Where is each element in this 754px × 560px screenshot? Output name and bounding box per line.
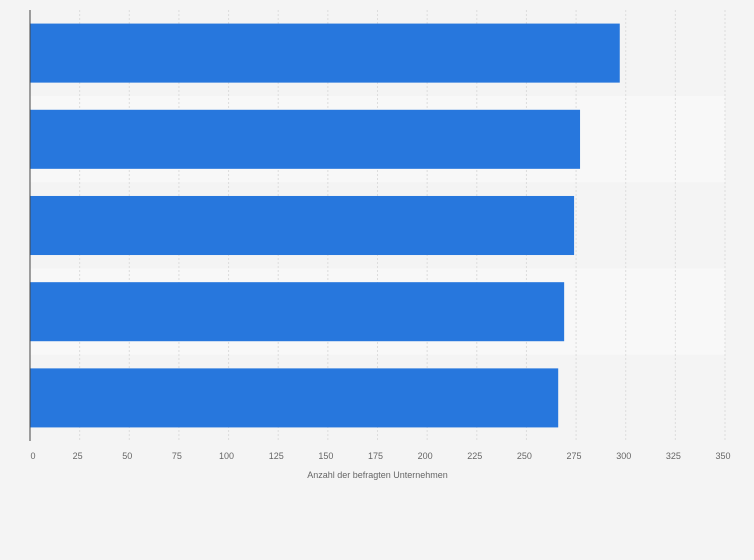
bar (30, 109, 581, 169)
bar (30, 282, 565, 342)
x-tick-label: 275 (567, 451, 582, 461)
bars (30, 23, 620, 428)
bar (30, 195, 575, 256)
x-tick-label: 175 (368, 451, 383, 461)
x-tick-label: 225 (467, 451, 482, 461)
x-tick-label: 250 (517, 451, 532, 461)
x-tick-label: 125 (269, 451, 284, 461)
x-tick-label: 300 (616, 451, 631, 461)
x-tick-labels: 0 25 50 75 100 125 150 175 200 225 250 275 300 325 350 (30, 451, 730, 461)
x-axis-title: Anzahl der befragten Unternehmen (307, 470, 448, 480)
x-tick-label: 50 (122, 451, 132, 461)
x-tick-label: 150 (318, 451, 333, 461)
x-tick-label: 100 (219, 451, 234, 461)
x-tick-label: 350 (715, 451, 730, 461)
bar (30, 368, 559, 428)
x-tick-label: 75 (172, 451, 182, 461)
x-tick-label: 325 (666, 451, 681, 461)
bar (30, 23, 620, 83)
x-tick-label: 25 (73, 451, 83, 461)
x-tick-label: 200 (418, 451, 433, 461)
x-tick-label: 0 (30, 451, 35, 461)
